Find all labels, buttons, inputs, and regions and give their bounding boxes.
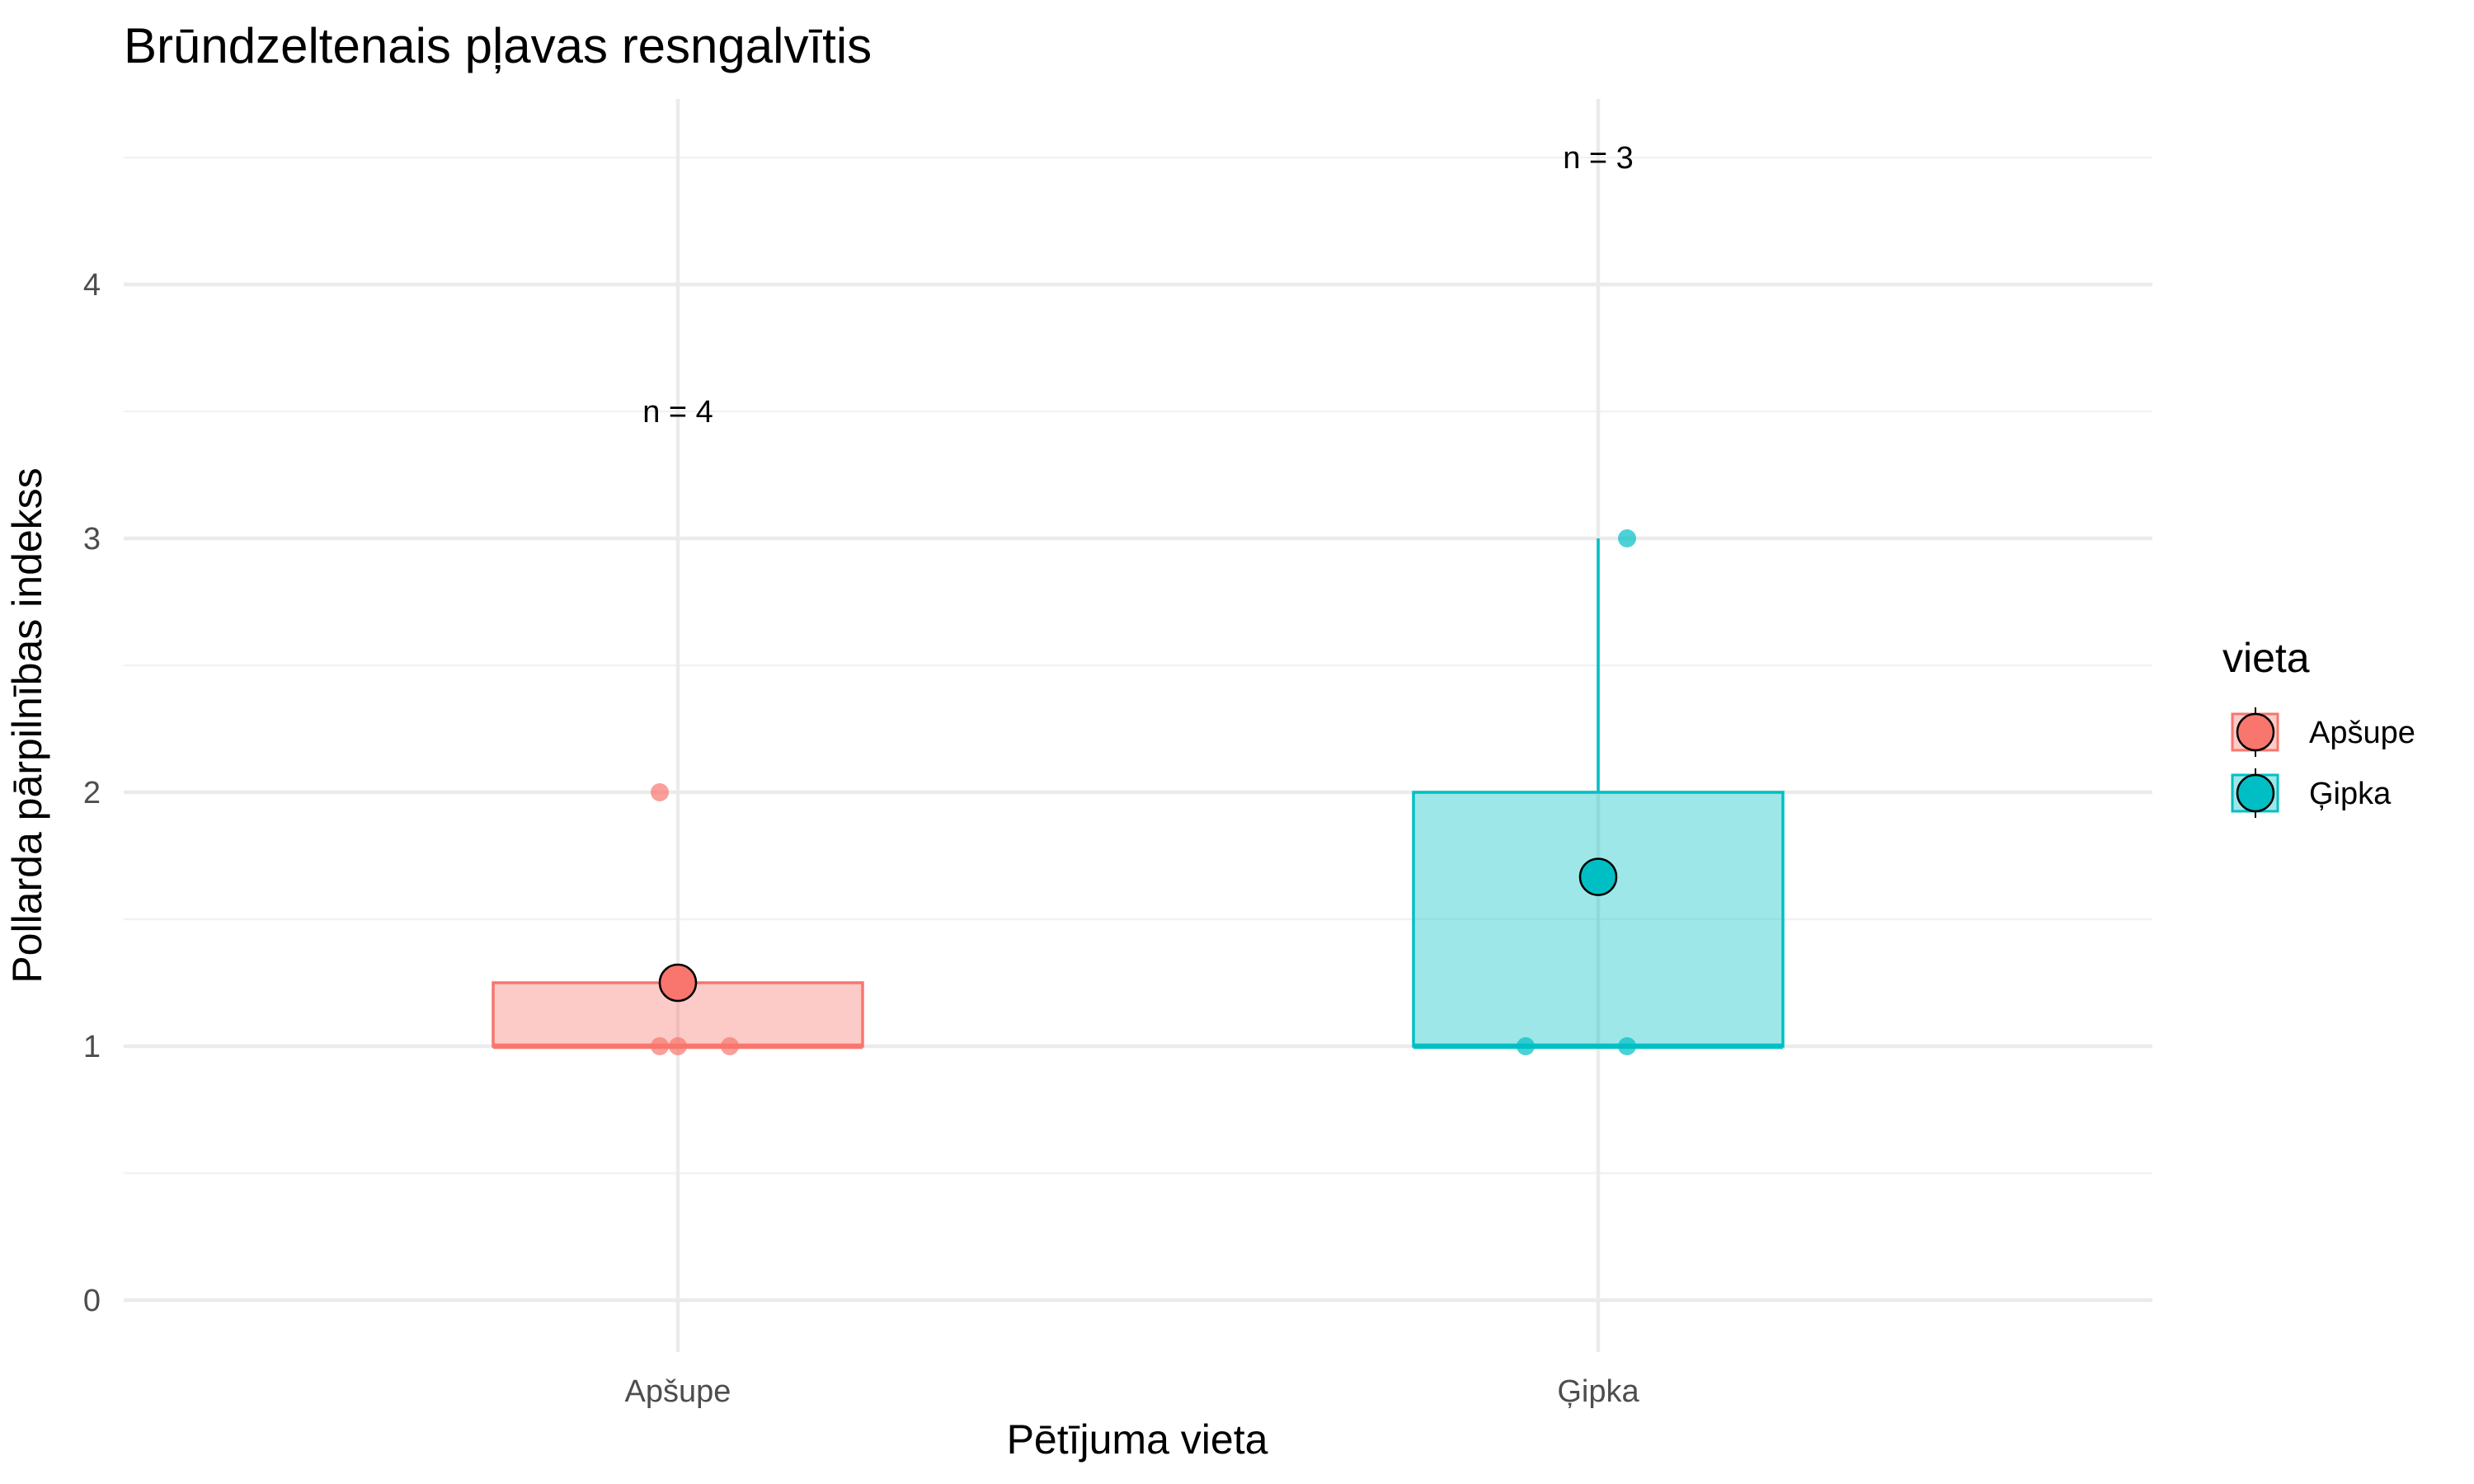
data-point	[669, 1037, 687, 1055]
y-tick-label: 3	[83, 522, 101, 556]
data-point	[651, 1037, 669, 1055]
mean-marker	[1578, 857, 1618, 896]
n-labels: n = 4 n = 3	[642, 141, 1634, 430]
data-point	[1517, 1037, 1535, 1055]
y-tick-label: 1	[83, 1030, 101, 1064]
data-point	[1618, 529, 1636, 547]
data-point	[651, 783, 669, 801]
y-axis-title: Pollarda pārpilnības indekss	[4, 467, 50, 983]
legend-mean-key	[2236, 773, 2275, 813]
box-Ģipka	[1412, 791, 1785, 1048]
legend-label: Apšupe	[2309, 716, 2415, 750]
y-tick-label: 0	[83, 1284, 101, 1318]
points-layer	[651, 529, 1636, 1055]
data-point	[1618, 1037, 1636, 1055]
data-point	[721, 1037, 739, 1055]
mean-markers	[658, 857, 1618, 1003]
legend-label: Ģipka	[2309, 777, 2392, 811]
y-axis-ticks: 0 1 2 3 4	[83, 268, 101, 1318]
y-tick-label: 4	[83, 268, 101, 303]
legend-title: vieta	[2222, 635, 2310, 681]
legend-mean-key	[2236, 712, 2275, 752]
grid-lines	[124, 99, 2152, 1352]
legend: vieta Apšupe Ģipka	[2222, 635, 2415, 818]
n-count-label: n = 3	[1563, 141, 1634, 176]
x-axis-title: Pētījuma vieta	[1007, 1416, 1268, 1463]
chart-title: Brūndzeltenais pļavas resngalvītis	[124, 18, 872, 73]
x-tick-label: Apšupe	[625, 1374, 731, 1409]
mean-marker	[658, 963, 698, 1003]
n-count-label: n = 4	[642, 395, 713, 430]
x-tick-label: Ģipka	[1557, 1374, 1639, 1409]
x-axis-ticks: Apšupe Ģipka	[625, 1374, 1640, 1409]
y-tick-label: 2	[83, 776, 101, 810]
box-layer	[492, 538, 1785, 1050]
